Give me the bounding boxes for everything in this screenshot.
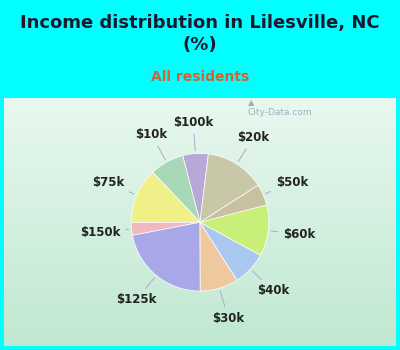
Wedge shape (131, 222, 200, 236)
Wedge shape (200, 185, 266, 222)
Text: $30k: $30k (212, 291, 244, 325)
Text: $20k: $20k (238, 131, 270, 162)
Text: All residents: All residents (151, 70, 249, 84)
Text: $60k: $60k (271, 228, 316, 241)
Wedge shape (200, 222, 237, 291)
Text: City-Data.com: City-Data.com (248, 108, 312, 117)
Text: Income distribution in Lilesville, NC
(%): Income distribution in Lilesville, NC (%… (20, 14, 380, 54)
Wedge shape (200, 154, 258, 222)
Wedge shape (183, 153, 208, 222)
Text: $50k: $50k (266, 176, 308, 194)
Wedge shape (200, 222, 260, 280)
Text: $150k: $150k (80, 225, 129, 239)
Text: ▲: ▲ (248, 98, 255, 107)
Text: $100k: $100k (173, 116, 214, 151)
Text: $40k: $40k (252, 271, 290, 297)
Wedge shape (200, 205, 269, 255)
Text: $75k: $75k (92, 176, 134, 194)
Wedge shape (153, 156, 200, 222)
Text: $10k: $10k (135, 128, 168, 160)
Text: $125k: $125k (116, 278, 156, 306)
Wedge shape (132, 222, 200, 291)
Wedge shape (131, 172, 200, 223)
